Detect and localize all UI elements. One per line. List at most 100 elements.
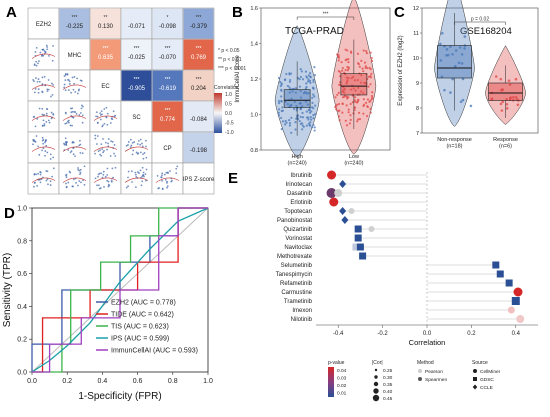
scatter-dot bbox=[41, 76, 44, 79]
data-point bbox=[305, 110, 308, 113]
scatter-dot bbox=[127, 185, 129, 188]
corr-value: 0.130 bbox=[98, 24, 114, 30]
scatter-dot bbox=[70, 150, 73, 153]
scatter-dot bbox=[78, 114, 81, 116]
data-point bbox=[337, 115, 341, 118]
scatter-dot bbox=[145, 145, 147, 148]
data-point bbox=[336, 53, 339, 56]
category-label: (n=6) bbox=[499, 144, 512, 150]
data-point bbox=[439, 42, 442, 46]
corr-value: 0.774 bbox=[160, 117, 176, 123]
scatter-dot bbox=[43, 50, 46, 52]
scatter-dot bbox=[164, 178, 167, 181]
matrix-cell bbox=[151, 162, 184, 195]
cor-item: 0.25 bbox=[383, 368, 393, 374]
y-tick-label: 0.0 bbox=[17, 370, 27, 377]
scatter-dot bbox=[44, 150, 47, 152]
data-point bbox=[451, 77, 454, 81]
scatter-dot bbox=[76, 77, 79, 80]
scatter-dot bbox=[127, 176, 129, 179]
data-point bbox=[308, 111, 312, 114]
data-point bbox=[310, 110, 313, 113]
scatter-dot bbox=[46, 88, 49, 91]
data-point bbox=[463, 47, 466, 50]
scatter-dot bbox=[96, 115, 99, 118]
scatter-dot bbox=[145, 179, 147, 182]
scatter-dot bbox=[158, 187, 161, 189]
scatter-dot bbox=[78, 169, 81, 172]
data-point bbox=[334, 96, 337, 99]
data-point bbox=[337, 102, 341, 106]
data-point bbox=[301, 105, 304, 108]
data-point bbox=[307, 74, 311, 77]
category-label: High bbox=[291, 154, 302, 160]
data-point bbox=[357, 86, 360, 89]
scatter-dot bbox=[50, 111, 53, 114]
scatter-dot bbox=[67, 149, 70, 151]
data-point bbox=[290, 131, 293, 134]
data-point bbox=[299, 96, 303, 99]
smooth-line bbox=[31, 146, 56, 152]
y-tick-label: 1.0 bbox=[17, 206, 27, 213]
data-point bbox=[364, 65, 367, 68]
data-point bbox=[288, 80, 292, 83]
data-point bbox=[305, 82, 308, 85]
corr-value: -0.905 bbox=[128, 86, 146, 92]
data-point bbox=[312, 113, 315, 117]
corr-stars: *** bbox=[165, 77, 171, 83]
scatter-dot bbox=[110, 180, 113, 183]
data-point bbox=[514, 95, 518, 99]
scatter-dot bbox=[166, 180, 168, 183]
corr-cell bbox=[152, 70, 183, 101]
scatter-dot bbox=[39, 173, 42, 176]
scatter-dot bbox=[142, 174, 145, 176]
legend-label: TIS (AUC = 0.623) bbox=[111, 324, 169, 331]
scatter-dot bbox=[44, 154, 46, 157]
scatter-dot bbox=[68, 83, 71, 85]
data-point bbox=[299, 75, 303, 79]
data-point bbox=[358, 118, 362, 121]
data-point bbox=[309, 116, 312, 119]
scatter-dot bbox=[49, 158, 52, 160]
matrix-cell bbox=[27, 38, 60, 71]
scatter-dot bbox=[47, 119, 50, 122]
scatter-dot bbox=[46, 46, 49, 48]
y-tick-label: 10 bbox=[413, 56, 419, 62]
data-point bbox=[309, 121, 312, 124]
scatter-dot bbox=[41, 113, 44, 116]
data-point bbox=[367, 75, 370, 78]
drug-point bbox=[513, 287, 523, 297]
scatter-dot bbox=[166, 182, 168, 184]
drug-point bbox=[516, 315, 525, 323]
data-point bbox=[354, 89, 357, 92]
source-shape bbox=[473, 377, 477, 381]
data-point bbox=[494, 75, 498, 78]
scatter-dot bbox=[34, 51, 37, 53]
corr-value: -0.025 bbox=[128, 55, 146, 61]
data-point bbox=[514, 77, 518, 81]
scatter-dot bbox=[33, 91, 36, 94]
x-tick-label: 0.8 bbox=[168, 378, 178, 385]
scatter-dot bbox=[34, 125, 37, 128]
data-point bbox=[310, 118, 313, 121]
scatter-dot bbox=[80, 181, 82, 184]
corr-value: 0.769 bbox=[191, 55, 207, 61]
data-point bbox=[371, 96, 374, 99]
scatter-dot bbox=[103, 122, 106, 125]
data-point bbox=[364, 101, 368, 104]
scatter-dot bbox=[106, 174, 109, 176]
drug-point bbox=[368, 226, 375, 232]
drug-label: Tanespimycin bbox=[276, 272, 312, 278]
scatter-dot bbox=[65, 173, 68, 176]
y-tick-label: 12 bbox=[413, 6, 419, 12]
corr-cell bbox=[121, 8, 152, 39]
matrix-cell bbox=[151, 131, 184, 164]
scatter-dot bbox=[34, 141, 37, 143]
data-point bbox=[341, 111, 344, 114]
scatter-dot bbox=[49, 153, 52, 156]
scatter-dot bbox=[99, 149, 101, 152]
scatter-dot bbox=[64, 112, 67, 115]
scatter-dot bbox=[74, 111, 77, 113]
smooth-line bbox=[62, 146, 87, 152]
data-point bbox=[362, 70, 365, 73]
